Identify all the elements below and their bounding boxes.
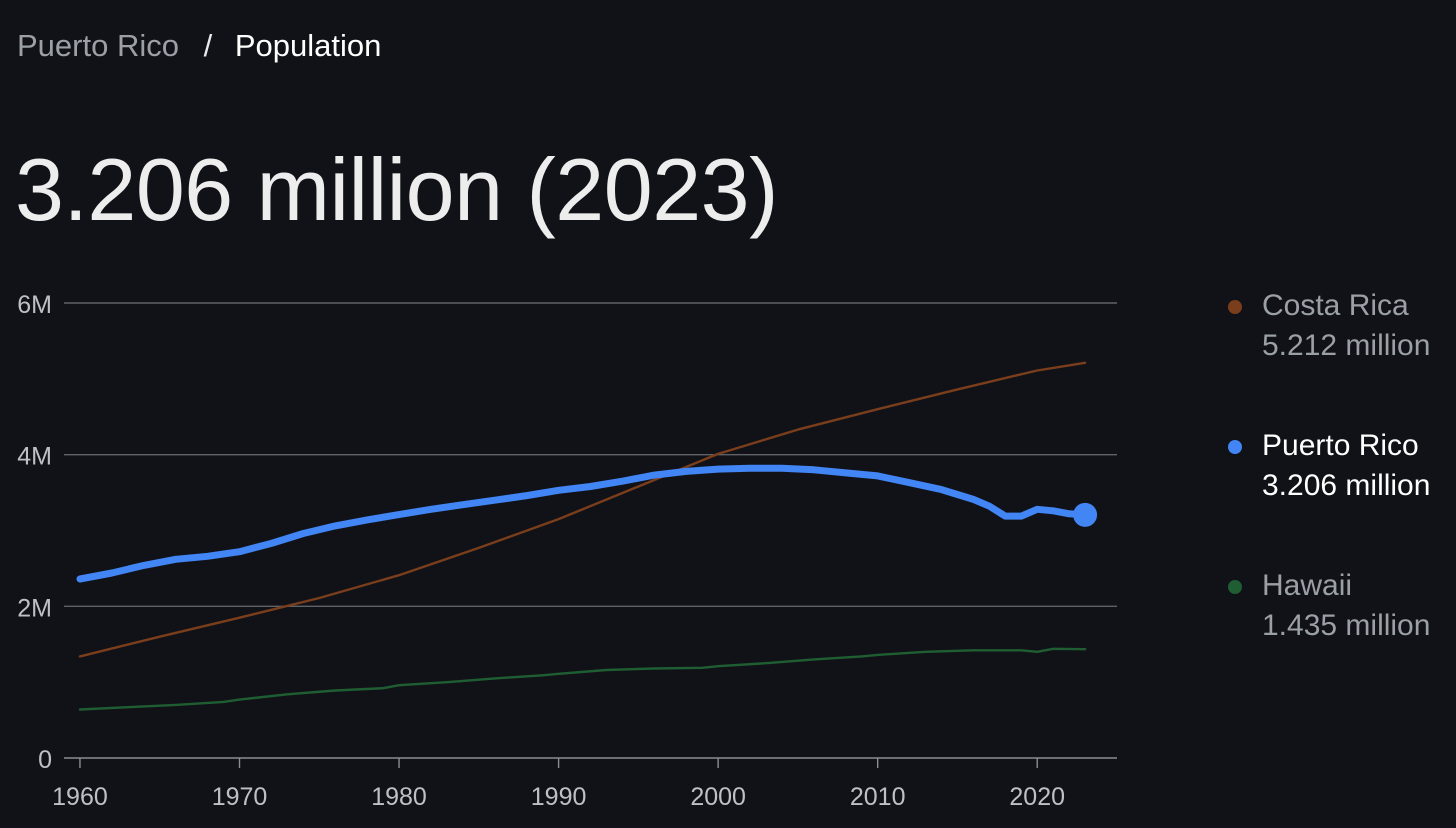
legend-dot [1228, 300, 1242, 314]
breadcrumb-parent-link[interactable]: Puerto Rico [17, 28, 179, 63]
breadcrumb-separator: / [203, 28, 213, 63]
legend-value: 3.206 million [1262, 469, 1431, 502]
series-line-costa-rica [78, 361, 1087, 658]
y-tick-label: 6M [17, 291, 52, 319]
x-tick-label: 1960 [52, 783, 108, 811]
legend-value: 5.212 million [1262, 329, 1431, 362]
series-line-hawaii [78, 647, 1087, 711]
headline-value: 3.206 million (2023) [15, 140, 778, 239]
x-tick-label: 2020 [1009, 783, 1065, 811]
x-tick-label: 1990 [531, 783, 587, 811]
series-line-puerto-rico [76, 464, 1089, 583]
x-tick-label: 2010 [850, 783, 906, 811]
breadcrumb-current: Population [234, 28, 382, 63]
legend-dot [1228, 580, 1242, 594]
x-tick-label: 2000 [690, 783, 746, 811]
breadcrumb: Puerto Rico / Population [17, 26, 381, 66]
x-tick-label: 1970 [212, 783, 268, 811]
legend-name: Hawaii [1262, 569, 1353, 602]
y-tick-label: 4M [17, 443, 52, 471]
legend-item-costa-rica[interactable]: Costa Rica 5.212 million [1224, 286, 1454, 426]
legend-item-hawaii[interactable]: Hawaii 1.435 million [1224, 566, 1454, 706]
legend-name: Puerto Rico [1262, 429, 1419, 462]
chart-legend: Costa Rica 5.212 million Puerto Rico 3.2… [1224, 286, 1454, 706]
series-endpoint-puerto-rico [1073, 502, 1098, 527]
x-tick-label: 1980 [371, 783, 427, 811]
y-tick-label: 2M [17, 594, 52, 622]
population-line-chart[interactable]: 0 2M 4M 6M 1960 1970 1980 1990 2000 2010 2020 [0, 260, 1180, 828]
legend-value: 1.435 million [1262, 609, 1431, 642]
legend-dot [1228, 440, 1242, 454]
y-tick-label: 0 [38, 746, 52, 774]
legend-name: Costa Rica [1262, 289, 1409, 322]
legend-item-puerto-rico[interactable]: Puerto Rico 3.206 million [1224, 426, 1454, 566]
